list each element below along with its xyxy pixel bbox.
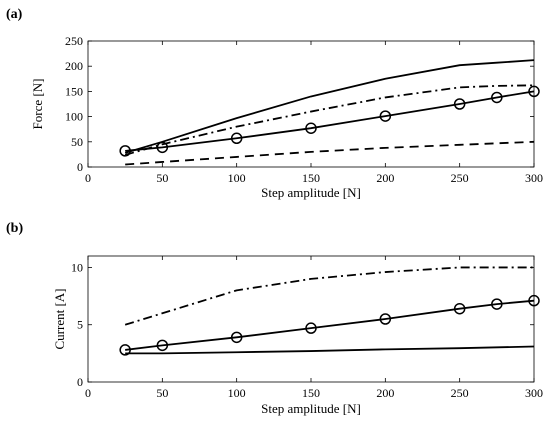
panel-a-y-tick-label: 100: [65, 110, 83, 124]
panel-a-series-1-line: [124, 59, 535, 154]
panel-a-y-tick-label: 250: [65, 34, 83, 48]
panel-b-x-tick-label: 100: [228, 386, 246, 400]
panel-a-x-tick-label: 250: [451, 171, 469, 185]
panel-a-series-2-line: [124, 84, 535, 156]
panel-b-series-2-line: [125, 299, 535, 351]
panel-b-x-tick-label: 250: [451, 386, 469, 400]
panel-a-y-axis-title: Force [N]: [30, 79, 45, 130]
panel-b-x-tick-label: 300: [525, 386, 543, 400]
panel-a-series-3-point: [453, 98, 466, 110]
panel-b-y-axis-title: Current [A]: [52, 288, 67, 349]
panel-b-y-tick-label: 0: [77, 375, 83, 389]
panel-b-series-2-point: [528, 294, 540, 307]
panel-a-y-tick-label: 200: [65, 59, 83, 73]
panel-a-x-tick-label: 200: [376, 171, 394, 185]
panel-a-x-tick-label: 50: [156, 171, 168, 185]
panel-a-series-3-point: [156, 141, 169, 154]
panel-b-label: (b): [6, 221, 23, 236]
panel-b-series-2-point: [453, 302, 466, 315]
panel-b-x-tick-label: 50: [156, 386, 168, 400]
panel-b-x-axis-title: Step amplitude [N]: [261, 401, 361, 416]
panel-b-y-tick-label: 5: [77, 318, 83, 332]
panel-a-series-3-point: [491, 91, 503, 104]
panel-a-x-tick-label: 0: [85, 171, 91, 185]
panel-a-series-3-line: [125, 90, 535, 152]
panel-b-y-tick-label: 10: [71, 260, 83, 274]
panel-b-series-1-line: [124, 266, 534, 326]
panel-b-x-tick-label: 150: [302, 386, 320, 400]
panel-b-series-2-point: [305, 322, 317, 334]
panel-a-x-tick-label: 300: [525, 171, 543, 185]
panel-a: (a) 0 50 100 150 200 250 300 0 50 100 150 200 250 St…: [6, 7, 543, 200]
panel-a-y-tick-label: 150: [65, 84, 83, 98]
panel-b-series-2-point: [491, 298, 503, 310]
panel-a-label: (a): [6, 7, 23, 22]
panel-b-ticks: 0 50 100 150 200 250 300 0 5 10: [71, 256, 543, 400]
panel-b-series-2-point: [156, 339, 169, 352]
panel-a-series: [119, 59, 540, 166]
panel-b: (b) 0 50 100 150 200 250 300 0 5 10 Step amplitud…: [6, 221, 543, 416]
panel-b-series-2-point: [230, 331, 243, 344]
panel-a-y-tick-label: 0: [77, 160, 83, 174]
panel-a-y-tick-label: 50: [71, 135, 83, 149]
panel-a-x-tick-label: 150: [302, 171, 320, 185]
panel-a-series-3-point: [230, 132, 243, 145]
panel-a-series-3-point: [528, 85, 540, 98]
panel-a-series-3-point: [305, 122, 317, 134]
panel-b-plot-area: [87, 255, 535, 383]
panel-b-series-3-line: [125, 345, 535, 355]
panel-b-series-2-point: [119, 344, 131, 356]
panel-a-series-4-line: [125, 140, 535, 166]
panel-a-x-tick-label: 100: [228, 171, 246, 185]
panel-b-x-tick-label: 0: [85, 386, 91, 400]
panel-b-x-tick-label: 200: [376, 386, 394, 400]
panel-b-series: [119, 266, 540, 356]
panel-a-ticks: 0 50 100 150 200 250 300 0 50 100 150 200 250: [65, 34, 543, 185]
panel-a-x-axis-title: Step amplitude [N]: [261, 185, 361, 200]
panel-a-series-3-point: [119, 145, 131, 157]
panel-b-series-2-point: [379, 313, 392, 325]
panel-a-series-3-point: [379, 110, 392, 122]
